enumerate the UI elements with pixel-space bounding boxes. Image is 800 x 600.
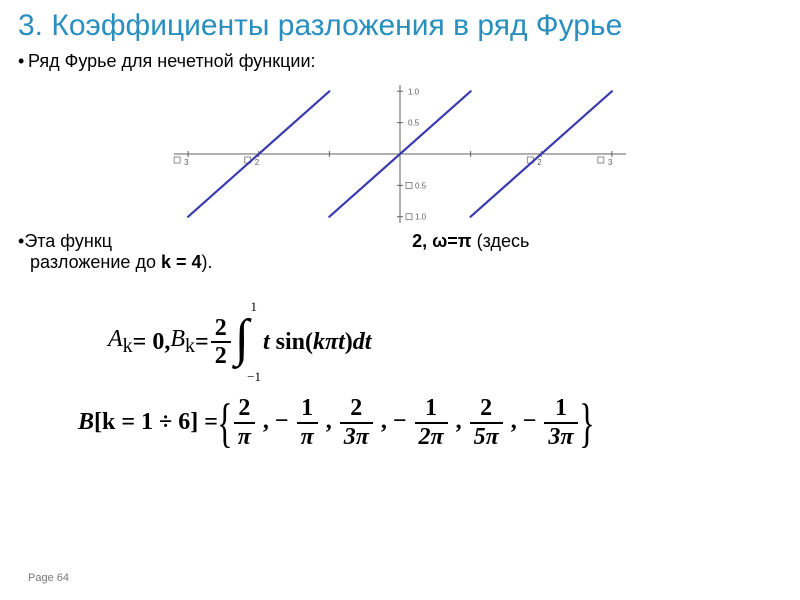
svg-text:2: 2 <box>537 158 542 167</box>
integral-icon: ∫ 1 −1 <box>235 313 249 371</box>
formula-2: B [k = 1 ÷ 6] = { 2π , − 1π , 23π , − 12… <box>78 395 782 450</box>
f1-t: t <box>263 329 270 355</box>
svg-text:3: 3 <box>184 158 189 167</box>
slide: 3. Коэффициенты разложения в ряд Фурье •… <box>0 0 800 600</box>
chart-svg: 3 2 2 3 1.0 0.5 0.5 1.0 <box>170 79 630 229</box>
f2-lhs: [k = 1 ÷ 6] = <box>94 409 218 436</box>
f1-Ak: k <box>123 335 133 357</box>
brace-right-icon: } <box>579 403 595 443</box>
f1-dt: dt <box>353 329 372 355</box>
f1-frac-num: 2 <box>211 315 231 343</box>
line2-bold: 2, ω=π <box>412 231 472 251</box>
svg-text:2: 2 <box>255 158 260 167</box>
formula-block: Ak = 0, Bk = 2 2 ∫ 1 −1 t sin(kπt)dt B [… <box>108 313 782 450</box>
coef-list: 2π , − 1π , 23π , − 12π , 25π , − 13π <box>232 395 580 450</box>
svg-text:0.5: 0.5 <box>415 182 427 191</box>
f1-eq: = <box>195 329 209 356</box>
f1-int-up: 1 <box>250 299 257 315</box>
f1-Bk: k <box>185 335 195 357</box>
svg-text:3: 3 <box>608 158 613 167</box>
page-number: Page 64 <box>28 572 69 584</box>
f1-B: B <box>170 326 185 352</box>
f1-eq0: = 0, <box>133 329 171 356</box>
bullet-2: •Эта функц 2, ω=π (здесь разложение до k… <box>18 231 782 273</box>
line2b-k: k = 4 <box>161 252 202 272</box>
bullet-1: •Ряд Фурье для нечетной функции: <box>18 50 782 73</box>
formula-1: Ak = 0, Bk = 2 2 ∫ 1 −1 t sin(kπt)dt <box>108 313 782 371</box>
f1-A: A <box>108 326 123 352</box>
f2-braces: { 2π , − 1π , 23π , − 12π , 25π , − 13π … <box>218 395 594 450</box>
sawtooth-chart: 3 2 2 3 1.0 0.5 0.5 1.0 <box>170 79 630 229</box>
line2-suffix1: (здесь <box>472 231 530 251</box>
f1-frac-den: 2 <box>211 343 231 369</box>
line2b-prefix: разложение до <box>30 252 161 272</box>
brace-left-icon: { <box>217 403 233 443</box>
line2-prefix: Эта функц <box>24 231 112 251</box>
f1-close: ) <box>345 329 353 355</box>
f1-frac: 2 2 <box>211 315 231 370</box>
svg-text:0.5: 0.5 <box>408 119 420 128</box>
bullet-1-text: Ряд Фурье для нечетной функции: <box>28 51 316 71</box>
slide-title: 3. Коэффициенты разложения в ряд Фурье <box>18 8 782 44</box>
svg-text:1.0: 1.0 <box>415 213 427 222</box>
bullet-dot: • <box>18 50 28 73</box>
f1-sin: sin( <box>270 329 313 355</box>
f2-B: B <box>78 409 94 435</box>
line2b-suffix: ). <box>202 252 213 272</box>
svg-text:1.0: 1.0 <box>408 88 420 97</box>
f1-kpt: kπt <box>313 329 345 355</box>
f1-int-lo: −1 <box>247 369 261 385</box>
